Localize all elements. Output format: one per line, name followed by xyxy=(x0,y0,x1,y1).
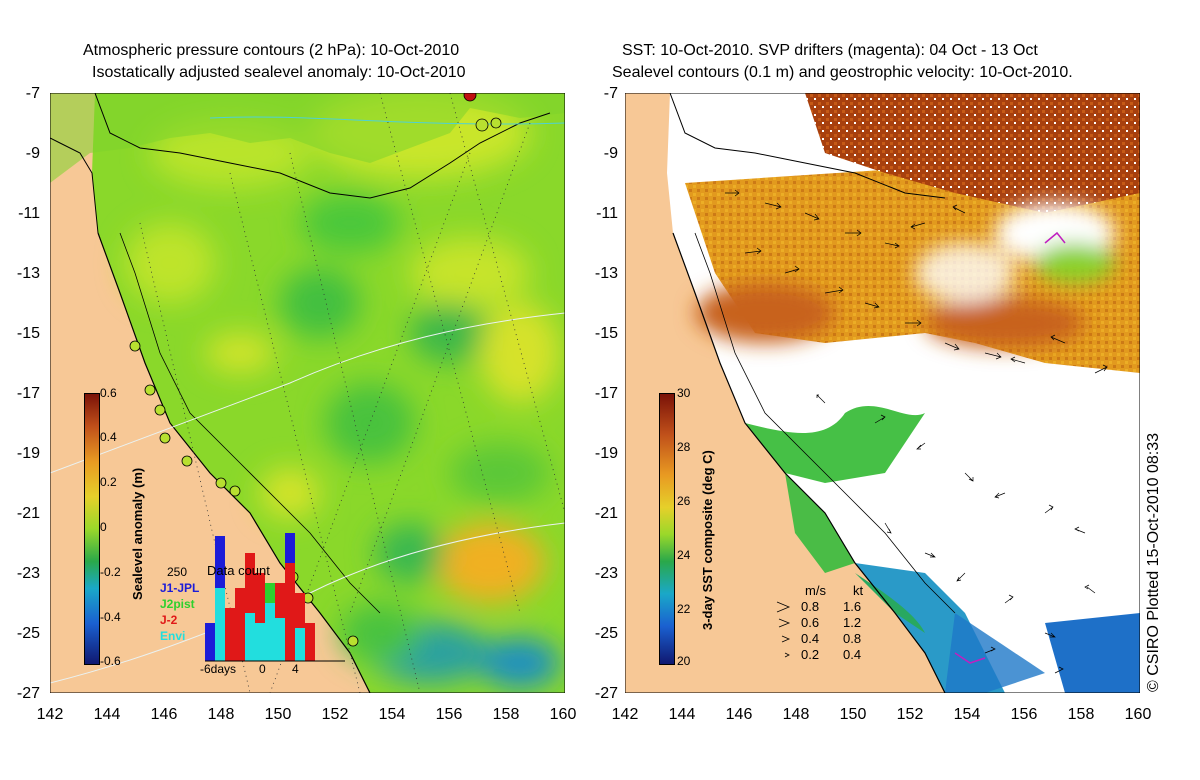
left-lat-tick: -19 xyxy=(16,445,40,462)
sealevel-anomaly-field xyxy=(50,93,565,693)
histogram-xtick-start: -6days xyxy=(200,662,237,676)
right-lat-tick: -23 xyxy=(594,565,618,582)
left-lon-tick: 142 xyxy=(36,706,64,723)
sla-tick-0: 0.6 xyxy=(100,386,117,400)
sst-tick-1: 28 xyxy=(677,440,691,454)
left-lon-tick: 148 xyxy=(207,706,235,723)
right-lon-tick: 160 xyxy=(1124,706,1152,723)
right-lon-tick: 146 xyxy=(725,706,753,723)
sst-colorbar xyxy=(659,393,675,665)
speed-row-ms: 0.8 xyxy=(801,599,820,614)
sst-tick-2: 26 xyxy=(677,494,691,508)
data-count-histogram: Data count 250 J1-JPL J2pist J-2 Envi -6… xyxy=(155,533,345,678)
speed-header-kt: kt xyxy=(853,583,864,598)
right-lon-tick: 144 xyxy=(668,706,696,723)
sst-tick-3: 24 xyxy=(677,548,691,562)
sst-tick-0: 30 xyxy=(677,386,691,400)
left-title-line1: Atmospheric pressure contours (2 hPa): 1… xyxy=(83,42,460,59)
right-lon-tick: 156 xyxy=(1010,706,1038,723)
histogram-bars xyxy=(205,533,345,662)
legend-j1-jpl: J1-JPL xyxy=(160,581,200,595)
sla-tick-2: 0.2 xyxy=(100,475,117,489)
sla-tick-1: 0.4 xyxy=(100,430,117,444)
right-panel: SST: 10-Oct-2010. SVP drifters (magenta)… xyxy=(580,0,1200,780)
right-title-line2: Sealevel contours (0.1 m) and geostrophi… xyxy=(612,64,1073,81)
left-lon-tick: 150 xyxy=(264,706,292,723)
left-lat-tick: -27 xyxy=(16,685,40,702)
right-lat-tick: -25 xyxy=(594,625,618,642)
left-lon-tick: 144 xyxy=(93,706,121,723)
sst-tick-4: 22 xyxy=(677,602,691,616)
legend-envi: Envi xyxy=(160,629,186,643)
left-lon-tick: 156 xyxy=(435,706,463,723)
sst-colorbar-label: 3-day SST composite (deg C) xyxy=(700,450,715,630)
left-lat-tick: -7 xyxy=(25,85,40,102)
right-lat-tick: -7 xyxy=(603,85,618,102)
left-panel: Atmospheric pressure contours (2 hPa): 1… xyxy=(0,0,590,780)
speed-row-ms: 0.4 xyxy=(801,631,820,646)
speed-row-ms: 0.2 xyxy=(801,647,820,662)
speed-header-ms: m/s xyxy=(805,583,826,598)
speed-row-kt: 1.2 xyxy=(843,615,862,630)
sla-tick-3: 0 xyxy=(100,520,107,534)
left-lat-tick: -9 xyxy=(25,145,40,162)
left-lon-tick: 158 xyxy=(492,706,520,723)
sst-tick-5: 20 xyxy=(677,654,691,668)
histogram-xtick-zero: 0 xyxy=(259,662,266,676)
legend-j2: J-2 xyxy=(160,613,178,627)
sla-tick-6: -0.6 xyxy=(100,654,121,668)
right-lon-tick: 158 xyxy=(1067,706,1095,723)
left-title-line2: Isostatically adjusted sealevel anomaly:… xyxy=(92,64,466,81)
left-lat-tick: -17 xyxy=(16,385,40,402)
left-lat-tick: -11 xyxy=(18,205,40,222)
sst-field xyxy=(625,93,1140,693)
sealevel-colorbar-label: Sealevel anomaly (m) xyxy=(130,467,145,600)
right-lat-tick: -17 xyxy=(594,385,618,402)
left-lon-tick: 154 xyxy=(378,706,406,723)
sealevel-colorbar xyxy=(84,393,100,665)
histogram-xtick-end: 4 xyxy=(292,662,299,676)
sealevel-anomaly-map: Data count 250 J1-JPL J2pist J-2 Envi -6… xyxy=(50,93,565,693)
legend-j2pist: J2pist xyxy=(160,597,195,611)
right-lon-tick: 154 xyxy=(953,706,981,723)
left-lat-tick: -23 xyxy=(16,565,40,582)
histogram-title: Data count xyxy=(207,563,270,578)
speed-row-kt: 0.4 xyxy=(843,647,862,662)
right-lon-tick: 150 xyxy=(839,706,867,723)
speed-row-kt: 0.8 xyxy=(843,631,862,646)
right-lat-tick: -13 xyxy=(594,265,618,282)
left-lon-tick: 146 xyxy=(150,706,178,723)
right-lon-tick: 142 xyxy=(611,706,639,723)
speed-arrow-icons xyxy=(776,601,791,658)
velocity-arrows xyxy=(725,189,1108,674)
histogram-max: 250 xyxy=(167,565,188,579)
right-title-line1: SST: 10-Oct-2010. SVP drifters (magenta)… xyxy=(622,42,1038,59)
right-lon-tick: 148 xyxy=(782,706,810,723)
sla-tick-5: -0.4 xyxy=(100,610,121,624)
sla-tick-4: -0.2 xyxy=(100,565,121,579)
left-lat-tick: -25 xyxy=(16,625,40,642)
left-lat-tick: -21 xyxy=(16,505,40,522)
left-lon-tick: 160 xyxy=(549,706,577,723)
right-lon-tick: 152 xyxy=(896,706,924,723)
copyright-credit: © CSIRO Plotted 15-Oct-2010 08:33 xyxy=(1145,432,1162,692)
speed-row-kt: 1.6 xyxy=(843,599,862,614)
right-lat-tick: -9 xyxy=(603,145,618,162)
left-lat-tick: -15 xyxy=(16,325,40,342)
speed-legend: m/s kt 0.8 1.6 0.6 1.2 0.4 0.8 0.2 0.4 xyxy=(775,583,915,663)
right-lat-tick: -19 xyxy=(594,445,618,462)
right-lat-tick: -15 xyxy=(594,325,618,342)
speed-row-ms: 0.6 xyxy=(801,615,820,630)
left-lat-tick: -13 xyxy=(16,265,40,282)
right-lat-tick: -11 xyxy=(596,205,618,222)
right-lat-tick: -27 xyxy=(594,685,618,702)
left-lon-tick: 152 xyxy=(321,706,349,723)
right-lat-tick: -21 xyxy=(594,505,618,522)
sst-map: m/s kt 0.8 1.6 0.6 1.2 0.4 0.8 0.2 0.4 xyxy=(625,93,1140,693)
